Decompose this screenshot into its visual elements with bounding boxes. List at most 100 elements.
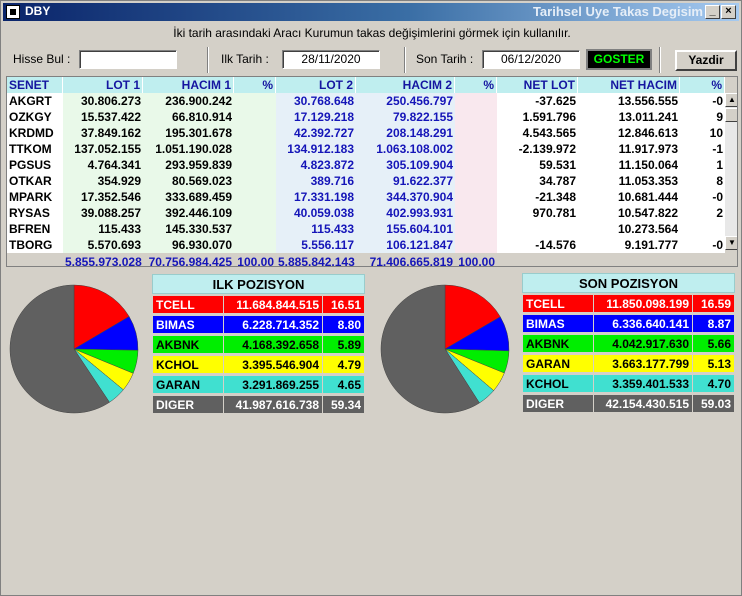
table-cell: OTKAR xyxy=(7,173,63,189)
table-cell: 333.689.459 xyxy=(143,189,234,205)
table-row[interactable]: MPARK 17.352.546 333.689.459 17.331.198 344.… xyxy=(7,189,725,205)
table-cell xyxy=(455,93,497,109)
table-row[interactable]: OTKAR 354.929 80.569.023 389.716 91.622.377 3… xyxy=(7,173,725,189)
table-cell xyxy=(455,157,497,173)
table-cell: 39.088.257 xyxy=(63,205,143,221)
table-cell: KRDMD xyxy=(7,125,63,141)
table-cell: OZKGY xyxy=(7,109,63,125)
table-cell xyxy=(455,205,497,221)
table-cell: 13.556.555 xyxy=(578,93,680,109)
table-cell: 5.885.842.143 xyxy=(278,255,355,267)
pozisyon-row: TCELL 11.684.844.515 16.51 xyxy=(152,295,365,314)
pozisyon-name: DIGER xyxy=(152,395,224,414)
pozisyon-name: DIGER xyxy=(522,394,594,413)
goster-button[interactable]: GOSTER xyxy=(586,49,652,70)
table-cell: 5.556.117 xyxy=(276,237,356,253)
column-header[interactable]: HACIM 1 xyxy=(143,77,234,93)
title-bar[interactable]: DBY Tarihsel Uye Takas Degisim _ × xyxy=(3,3,739,21)
son-tarih-input[interactable]: 06/12/2020 xyxy=(482,50,580,69)
table-row[interactable]: PGSUS 4.764.341 293.959.839 4.823.872 305.10… xyxy=(7,157,725,173)
hisse-bul-input[interactable] xyxy=(79,50,177,69)
column-header[interactable]: NET LOT xyxy=(497,77,578,93)
column-header[interactable]: % xyxy=(680,77,725,93)
column-header[interactable]: LOT 1 xyxy=(63,77,143,93)
ilk-tarih-label: Ilk Tarih : xyxy=(221,52,269,66)
table-cell xyxy=(455,189,497,205)
scroll-down-button[interactable]: ▼ xyxy=(725,236,737,250)
table-cell: 100,00 xyxy=(237,255,274,267)
pozisyon-row: BIMAS 6.336.640.141 8.87 xyxy=(522,314,735,333)
table-cell: 59.531 xyxy=(497,157,578,173)
table-cell: 66.810.914 xyxy=(143,109,234,125)
table-row[interactable]: BFREN 115.433 145.330.537 115.433 155.604.10… xyxy=(7,221,725,237)
table-cell: -37.625 xyxy=(497,93,578,109)
table-cell: 96.930.070 xyxy=(143,237,234,253)
table-cell xyxy=(455,109,497,125)
close-button[interactable]: × xyxy=(721,5,736,19)
pozisyon-percent: 4.65 xyxy=(322,375,365,394)
totals-row[interactable]: 5.855.973.028 70.756.984.425 100,00 5.885.8… xyxy=(7,254,725,267)
pozisyon-row: DIGER 41.987.616.738 59.34 xyxy=(152,395,365,414)
table-cell xyxy=(234,125,276,141)
pozisyon-value: 3.395.546.904 xyxy=(223,355,323,374)
table-cell: TTKOM xyxy=(7,141,63,157)
pozisyon-name: TCELL xyxy=(152,295,224,314)
table-row[interactable]: TBORG 5.570.693 96.930.070 5.556.117 106.121… xyxy=(7,237,725,253)
pozisyon-value: 3.663.177.799 xyxy=(593,354,693,373)
column-header[interactable]: SENET xyxy=(7,77,63,93)
table-header[interactable]: SENET LOT 1 HACIM 1% LOT 2 HACIM 2% NET LOT NE… xyxy=(7,77,725,93)
table-cell: 15.537.422 xyxy=(63,109,143,125)
pozisyon-percent: 8.87 xyxy=(692,314,735,333)
table-cell xyxy=(455,221,497,237)
column-header[interactable]: % xyxy=(455,77,497,93)
table-cell xyxy=(455,237,497,253)
table-cell xyxy=(234,205,276,221)
table-cell: TBORG xyxy=(7,237,63,253)
table-row[interactable]: RYSAS 39.088.257 392.446.109 40.059.038 402.… xyxy=(7,205,725,221)
pozisyon-value: 11.684.844.515 xyxy=(223,295,323,314)
pie-slice-tcell xyxy=(444,284,501,350)
column-header[interactable]: LOT 2 xyxy=(276,77,356,93)
column-header[interactable]: NET HACIM xyxy=(578,77,680,93)
pozisyon-percent: 16.59 xyxy=(692,294,735,313)
pozisyon-name: TCELL xyxy=(522,294,594,313)
scroll-thumb[interactable] xyxy=(725,108,737,122)
yazdir-button[interactable]: Yazdir xyxy=(675,50,737,71)
table-row[interactable]: OZKGY 15.537.422 66.810.914 17.129.218 79.82… xyxy=(7,109,725,125)
table-cell xyxy=(680,221,725,237)
table-cell: 10.681.444 xyxy=(578,189,680,205)
table-cell: 11.917.973 xyxy=(578,141,680,157)
ilk-tarih-input[interactable]: 28/11/2020 xyxy=(282,50,380,69)
ilk-pozisyon-pie-chart xyxy=(9,284,139,414)
table-cell: 42.392.727 xyxy=(276,125,356,141)
scroll-up-button[interactable]: ▲ xyxy=(725,93,737,107)
pie-slice-diger xyxy=(9,284,110,414)
table-cell: 70.756.984.425 xyxy=(148,255,232,267)
table-cell: -0 xyxy=(680,93,725,109)
table-cell: 10 xyxy=(680,125,725,141)
column-header[interactable]: % xyxy=(234,77,276,93)
pozisyon-row: KCHOL 3.359.401.533 4.70 xyxy=(522,374,735,393)
table-cell: 145.330.537 xyxy=(143,221,234,237)
table-cell: 1.591.796 xyxy=(497,109,578,125)
table-row[interactable]: TTKOM 137.052.155 1.051.190.028 134.912.183… xyxy=(7,141,725,157)
table-cell: 236.900.242 xyxy=(143,93,234,109)
table-cell: 11.053.353 xyxy=(578,173,680,189)
pozisyon-name: BIMAS xyxy=(152,315,224,334)
window-menu-icon[interactable] xyxy=(6,5,20,19)
table-cell: PGSUS xyxy=(7,157,63,173)
table-row[interactable]: AKGRT 30.806.273 236.900.242 30.768.648 250.… xyxy=(7,93,725,109)
column-header[interactable]: HACIM 2 xyxy=(356,77,455,93)
table-cell: 10.273.564 xyxy=(578,221,680,237)
table-scrollbar[interactable]: ▲ ▼ xyxy=(725,93,737,250)
table-cell: 970.781 xyxy=(497,205,578,221)
table-row[interactable]: KRDMD 37.849.162 195.301.678 42.392.727 208.… xyxy=(7,125,725,141)
pozisyon-percent: 16.51 xyxy=(322,295,365,314)
pozisyon-value: 42.154.430.515 xyxy=(593,394,693,413)
table-cell: 115.433 xyxy=(276,221,356,237)
pie-slice-tcell xyxy=(73,284,130,350)
table-cell: 8 xyxy=(680,173,725,189)
pozisyon-percent: 59.03 xyxy=(692,394,735,413)
minimize-button[interactable]: _ xyxy=(705,5,720,19)
table-cell xyxy=(234,93,276,109)
